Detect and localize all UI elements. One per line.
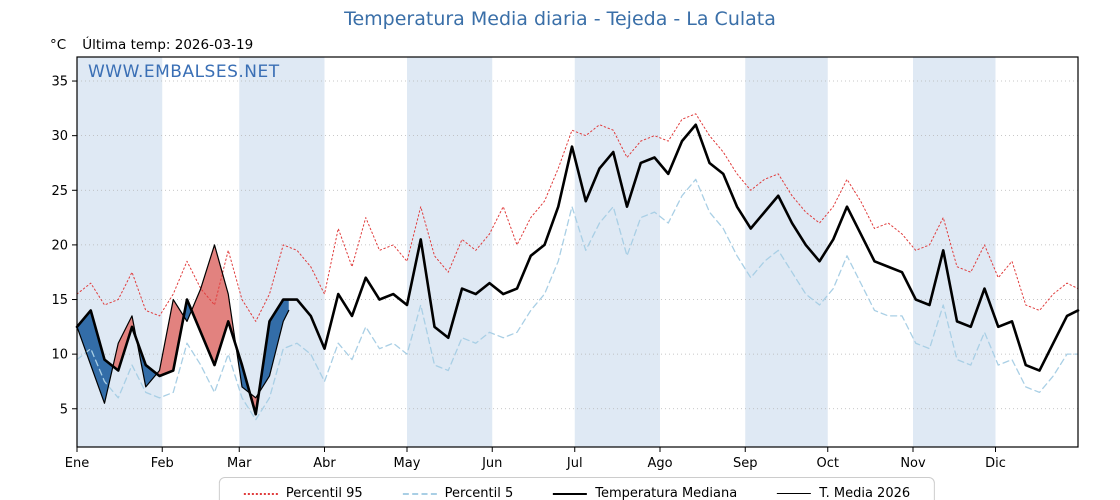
x-tick-label: May xyxy=(394,456,421,471)
watermark: WWW.EMBALSES.NET xyxy=(88,62,280,82)
legend-label: Temperatura Mediana xyxy=(595,486,738,500)
last-temp-label: Última temp: 2026-03-19 xyxy=(82,37,254,53)
x-tick-label: Jul xyxy=(566,456,583,471)
legend-item-mediana: Temperatura Mediana xyxy=(553,486,737,500)
month-band xyxy=(77,57,163,447)
x-tick-label: Sep xyxy=(733,456,758,471)
month-band xyxy=(407,57,493,447)
series-line-percentil-5 xyxy=(76,178,1079,421)
y-tick-label: 25 xyxy=(51,184,68,199)
month-band xyxy=(574,57,660,447)
x-tick-label: Nov xyxy=(900,456,926,471)
axis-header-row: °C Última temp: 2026-03-19 xyxy=(50,37,253,53)
month-band xyxy=(745,57,828,447)
x-tick-label: Oct xyxy=(817,456,839,471)
x-tick-label: Ene xyxy=(65,456,89,471)
plot-frame xyxy=(76,56,1079,448)
series-line-temperatura-mediana xyxy=(75,123,1080,416)
y-tick-label: 35 xyxy=(51,75,68,90)
legend-item-percentil-5: Percentil 5 xyxy=(402,486,514,500)
y-tick-label: 20 xyxy=(51,238,68,253)
y-axis-unit-label: °C xyxy=(50,37,67,53)
legend-item-percentil-95: Percentil 95 xyxy=(243,486,363,500)
x-tick-label: Jun xyxy=(481,456,502,471)
x-tick-label: Mar xyxy=(227,456,252,471)
y-tick-label: 30 xyxy=(51,129,68,144)
media2026-line-swatch xyxy=(777,493,812,494)
x-tick-label: Ago xyxy=(647,456,672,471)
x-tick-label: Feb xyxy=(151,456,174,471)
y-tick-label: 10 xyxy=(51,348,68,363)
x-tick-label: Abr xyxy=(313,456,336,471)
series-line-percentil-95 xyxy=(76,113,1079,322)
legend-label: Percentil 5 xyxy=(444,486,514,500)
mediana-line-swatch xyxy=(553,492,588,495)
percentil5-line-swatch xyxy=(402,492,437,495)
legend-label: T. Media 2026 xyxy=(819,486,911,500)
month-band xyxy=(239,57,325,447)
legend-label: Percentil 95 xyxy=(285,486,363,500)
y-tick-label: 15 xyxy=(51,293,68,308)
percentil95-line-swatch xyxy=(243,492,278,495)
chart-title: Temperatura Media diaria - Tejeda - La C… xyxy=(344,8,776,30)
y-tick-label: 5 xyxy=(60,402,68,417)
legend-item-media-2026: T. Media 2026 xyxy=(777,486,910,500)
x-tick-label: Dic xyxy=(985,456,1006,471)
month-band xyxy=(913,57,996,447)
legend: Percentil 95 Percentil 5 Temperatura Med… xyxy=(218,477,936,500)
